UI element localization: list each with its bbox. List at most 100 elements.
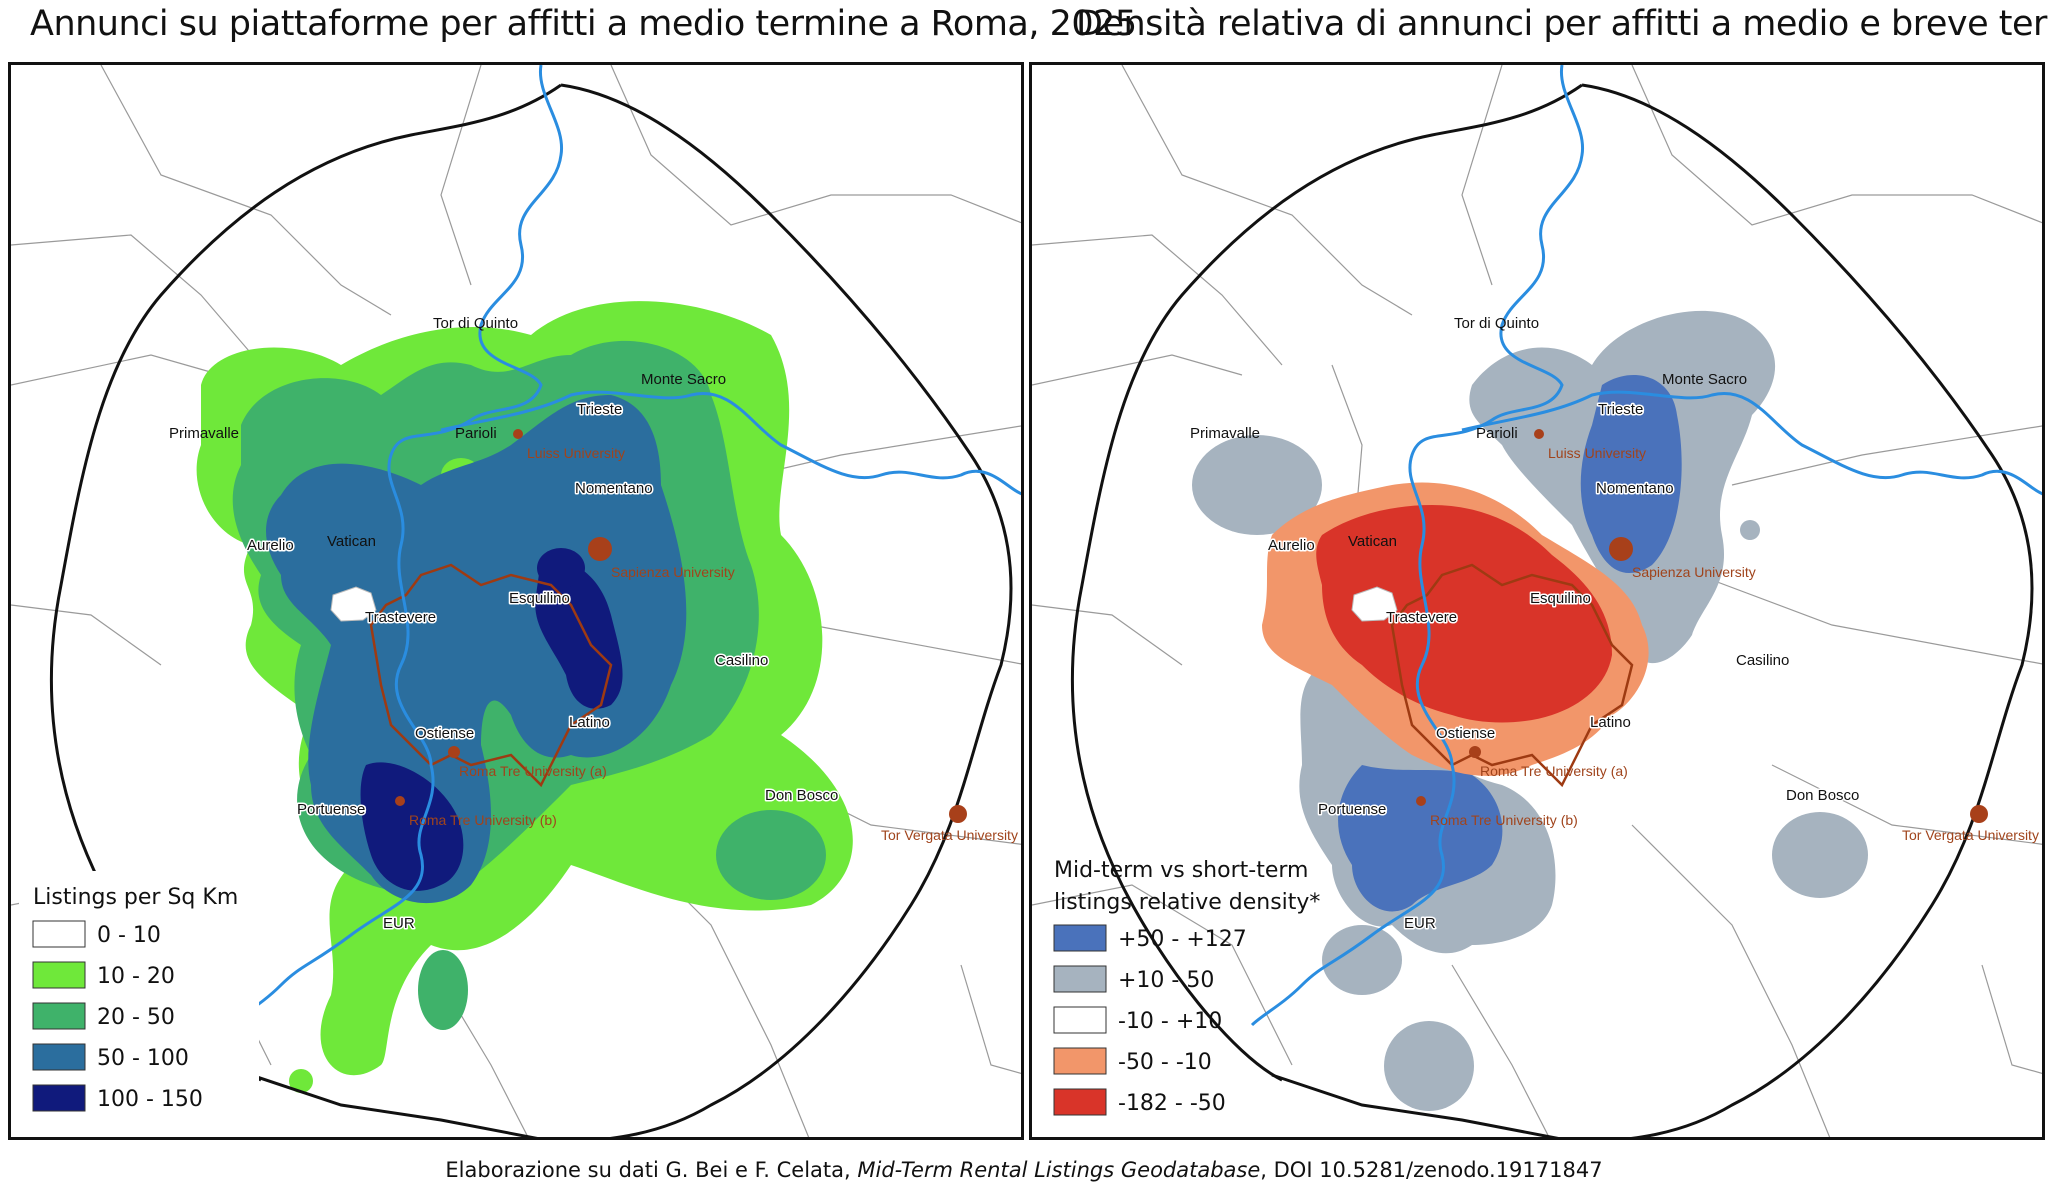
ring-road-bottom bbox=[1271, 1073, 1559, 1137]
label-parioli: Parioli bbox=[1476, 425, 1518, 442]
tor-vergata-dot bbox=[1970, 805, 1988, 823]
sapienza-university-dot bbox=[588, 537, 612, 561]
legend-label: +50 - +127 bbox=[1118, 927, 1247, 952]
luiss-label: Luiss University bbox=[1548, 445, 1646, 461]
legend-swatch bbox=[1053, 965, 1107, 993]
historic-center-boundary bbox=[1390, 563, 1634, 788]
legend-item: +50 - +127 bbox=[1053, 924, 1247, 952]
label-tor-di-quinto: Tor di Quinto bbox=[433, 315, 518, 332]
legend-item: -182 - -50 bbox=[1053, 1088, 1226, 1116]
label-ostiense: Ostiense bbox=[1436, 725, 1495, 742]
legend-swatch bbox=[32, 1043, 86, 1071]
roma-tre-b-dot bbox=[395, 796, 405, 806]
legend-label: -182 - -50 bbox=[1118, 1091, 1226, 1116]
road-network bbox=[1032, 65, 2042, 1137]
right-map-panel: Luiss University Sapienza University Rom… bbox=[1029, 62, 2045, 1140]
legend-item: 10 - 20 bbox=[32, 961, 175, 989]
relative-density-plus50-127 bbox=[1338, 375, 1682, 912]
label-trieste: Trieste bbox=[577, 401, 622, 418]
university-labels: Luiss University Sapienza University Rom… bbox=[1430, 445, 2039, 843]
legend-label: -10 - +10 bbox=[1118, 1009, 1222, 1034]
label-monte-sacro: Monte Sacro bbox=[1662, 371, 1747, 388]
legend-label: 100 - 150 bbox=[97, 1087, 203, 1112]
university-labels: Luiss University Sapienza University Rom… bbox=[409, 445, 1018, 843]
label-portuense: Portuense bbox=[1318, 801, 1386, 818]
label-parioli: Parioli bbox=[455, 425, 497, 442]
university-markers bbox=[395, 429, 967, 823]
label-trastevere: Trastevere bbox=[365, 609, 436, 626]
left-map-panel: Luiss University Sapienza University Rom… bbox=[8, 62, 1024, 1140]
roma-tre-b-label: Roma Tre University (b) bbox=[409, 812, 557, 828]
legend-item: 0 - 10 bbox=[32, 920, 161, 948]
right-legend: Mid-term vs short-term listings relative… bbox=[1053, 858, 1320, 1116]
legend-swatch bbox=[1053, 924, 1107, 952]
right-legend-title-line2: listings relative density* bbox=[1054, 890, 1320, 915]
vatican-area bbox=[330, 586, 377, 622]
source-credit-doi: , DOI 10.5281/zenodo.19171847 bbox=[1260, 1158, 1603, 1182]
historic-center-boundary bbox=[369, 563, 613, 788]
ring-road-bottom bbox=[250, 1073, 538, 1137]
tor-vergata-label: Tor Vergata University bbox=[881, 827, 1018, 843]
aniene-river bbox=[1461, 390, 2042, 496]
legend-label: 10 - 20 bbox=[97, 964, 175, 989]
density-100-150 bbox=[360, 548, 623, 891]
legend-swatch bbox=[32, 920, 86, 948]
tiber-river bbox=[1250, 65, 1585, 1027]
right-map-title: Densità relativa di annunci per affitti … bbox=[1076, 4, 2048, 44]
roma-tre-a-dot bbox=[1469, 746, 1481, 758]
source-credit-prefix: Elaborazione su dati G. Bei e F. Celata, bbox=[445, 1158, 851, 1182]
roma-tre-a-label: Roma Tre University (a) bbox=[1480, 763, 1628, 779]
legend-item: 100 - 150 bbox=[32, 1084, 203, 1112]
label-eur: EUR bbox=[383, 915, 415, 932]
roma-tre-b-dot bbox=[1416, 796, 1426, 806]
legend-label: 50 - 100 bbox=[97, 1046, 189, 1071]
label-esquilino: Esquilino bbox=[509, 590, 570, 607]
label-casilino: Casilino bbox=[1736, 652, 1789, 669]
label-nomentano: Nomentano bbox=[575, 480, 653, 497]
tor-vergata-label: Tor Vergata University bbox=[1902, 827, 2039, 843]
legend-swatch bbox=[32, 1084, 86, 1112]
legend-swatch bbox=[32, 1002, 86, 1030]
legend-label: 0 - 10 bbox=[97, 923, 161, 948]
legend-label: +10 - 50 bbox=[1118, 968, 1214, 993]
legend-swatch bbox=[1053, 1088, 1107, 1116]
label-aurelio: Aurelio bbox=[247, 537, 294, 554]
legend-item: -10 - +10 bbox=[1053, 1006, 1222, 1034]
label-latino: Latino bbox=[569, 714, 610, 731]
right-map-svg: Luiss University Sapienza University Rom… bbox=[1032, 65, 2042, 1137]
label-eur: EUR bbox=[1404, 915, 1436, 932]
relative-density-minus182-minus50 bbox=[1316, 505, 1612, 723]
legend-swatch bbox=[1053, 1047, 1107, 1075]
label-monte-sacro: Monte Sacro bbox=[641, 371, 726, 388]
label-vatican: Vatican bbox=[1348, 533, 1397, 550]
sapienza-label: Sapienza University bbox=[611, 564, 735, 580]
tor-vergata-dot bbox=[949, 805, 967, 823]
legend-label: -50 - -10 bbox=[1118, 1050, 1212, 1075]
sapienza-university-dot bbox=[1609, 537, 1633, 561]
tiber-river bbox=[229, 65, 564, 1027]
legend-item: -50 - -10 bbox=[1053, 1047, 1212, 1075]
luiss-university-dot bbox=[513, 429, 523, 439]
roma-tre-b-label: Roma Tre University (b) bbox=[1430, 812, 1578, 828]
luiss-label: Luiss University bbox=[527, 445, 625, 461]
label-portuense: Portuense bbox=[297, 801, 365, 818]
label-latino: Latino bbox=[1590, 714, 1631, 731]
roma-tre-a-label: Roma Tre University (a) bbox=[459, 763, 607, 779]
university-markers bbox=[1416, 429, 1988, 823]
place-labels: Tor di Quinto Monte Sacro Primavalle Par… bbox=[1190, 315, 1861, 934]
label-aurelio: Aurelio bbox=[1268, 537, 1315, 554]
luiss-university-dot bbox=[1534, 429, 1544, 439]
right-legend-title-line1: Mid-term vs short-term bbox=[1054, 858, 1308, 883]
label-vatican: Vatican bbox=[327, 533, 376, 550]
sapienza-label: Sapienza University bbox=[1632, 564, 1756, 580]
place-labels: Tor di Quinto Monte Sacro Primavalle Par… bbox=[169, 315, 840, 934]
source-credit: Elaborazione su dati G. Bei e F. Celata,… bbox=[0, 1158, 2048, 1182]
left-legend: Listings per Sq Km 0 - 10 10 - 20 20 - 5… bbox=[19, 871, 259, 1137]
legend-item: +10 - 50 bbox=[1053, 965, 1214, 993]
ring-road bbox=[1070, 83, 2034, 1137]
label-esquilino: Esquilino bbox=[1530, 590, 1591, 607]
legend-item: 20 - 50 bbox=[32, 1002, 175, 1030]
aniene-river bbox=[440, 390, 1021, 496]
label-don-bosco: Don Bosco bbox=[765, 787, 838, 804]
label-don-bosco: Don Bosco bbox=[1786, 787, 1859, 804]
